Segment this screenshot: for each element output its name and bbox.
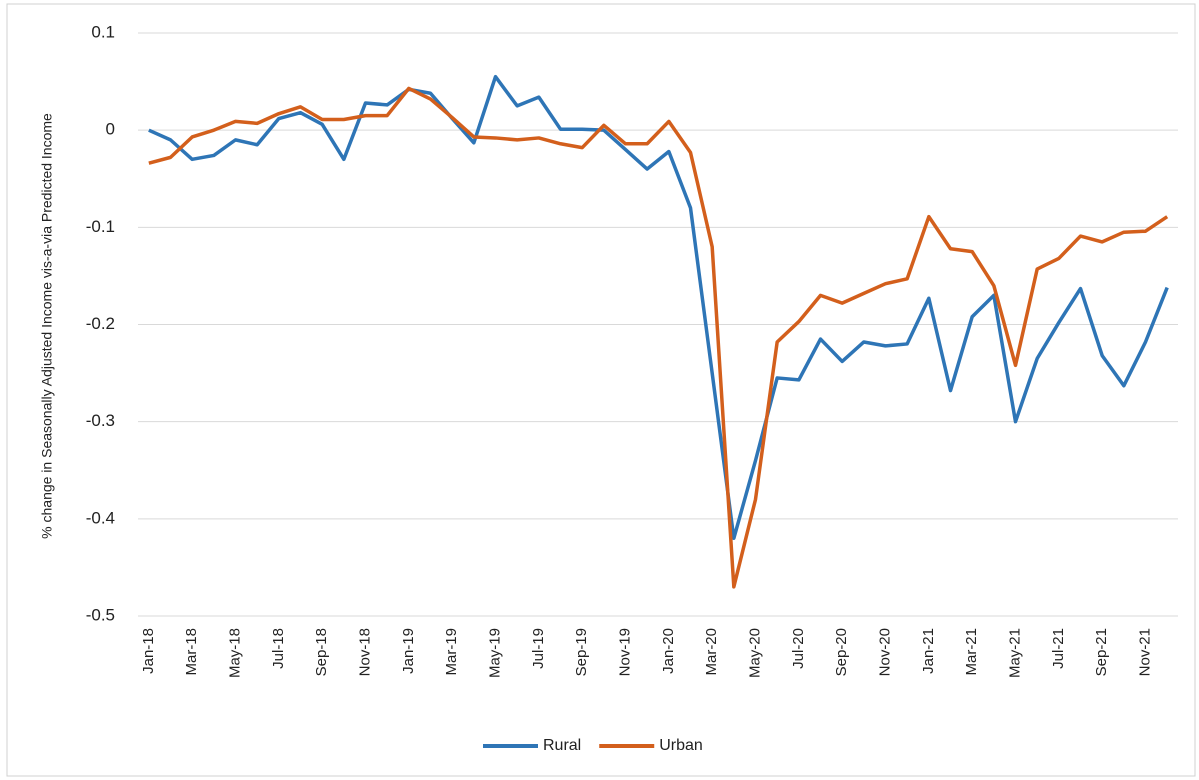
y-tick-label: -0.4 <box>86 508 115 527</box>
x-tick-label: May-19 <box>486 628 503 678</box>
x-tick-label: Jul-21 <box>1050 628 1067 669</box>
x-tick-label: Sep-18 <box>313 628 330 676</box>
y-tick-label: -0.5 <box>86 605 115 624</box>
x-tick-label: Jan-20 <box>660 628 677 674</box>
data-line <box>148 74 1169 541</box>
x-tick-label: Mar-18 <box>183 628 200 676</box>
x-tick-label: Jan-21 <box>920 628 937 674</box>
x-tick-label: Sep-21 <box>1093 628 1110 676</box>
x-tick-label: Jul-18 <box>270 628 287 669</box>
x-tick-label: May-18 <box>226 628 243 678</box>
x-tick-label: Mar-19 <box>443 628 460 676</box>
x-tick-label: Nov-19 <box>616 628 633 676</box>
x-tick-label: May-21 <box>1006 628 1023 678</box>
x-tick-label: Sep-19 <box>573 628 590 676</box>
y-tick-label: 0 <box>106 120 115 139</box>
y-tick-label: -0.3 <box>86 411 115 430</box>
x-tick-label: Nov-18 <box>356 628 373 676</box>
y-tick-label: -0.1 <box>86 217 115 236</box>
x-tick-label: Sep-20 <box>833 628 850 676</box>
x-tick-label: Jul-19 <box>530 628 547 669</box>
y-axis-label: % change in Seasonally Adjusted Income v… <box>39 113 55 539</box>
x-tick-label: Nov-20 <box>876 628 893 676</box>
x-tick-label: Mar-21 <box>963 628 980 676</box>
legend-label: Rural <box>543 737 581 754</box>
x-tick-label: Jul-20 <box>790 628 807 669</box>
legend-label: Urban <box>659 737 703 754</box>
data-line <box>148 86 1169 589</box>
x-tick-label: May-20 <box>746 628 763 678</box>
y-tick-label: 0.1 <box>91 22 115 41</box>
x-tick-label: Jan-19 <box>400 628 417 674</box>
x-tick-label: Mar-20 <box>703 628 720 676</box>
x-tick-label: Jan-18 <box>140 628 157 674</box>
y-tick-label: -0.2 <box>86 314 115 333</box>
x-tick-label: Nov-21 <box>1136 628 1153 676</box>
